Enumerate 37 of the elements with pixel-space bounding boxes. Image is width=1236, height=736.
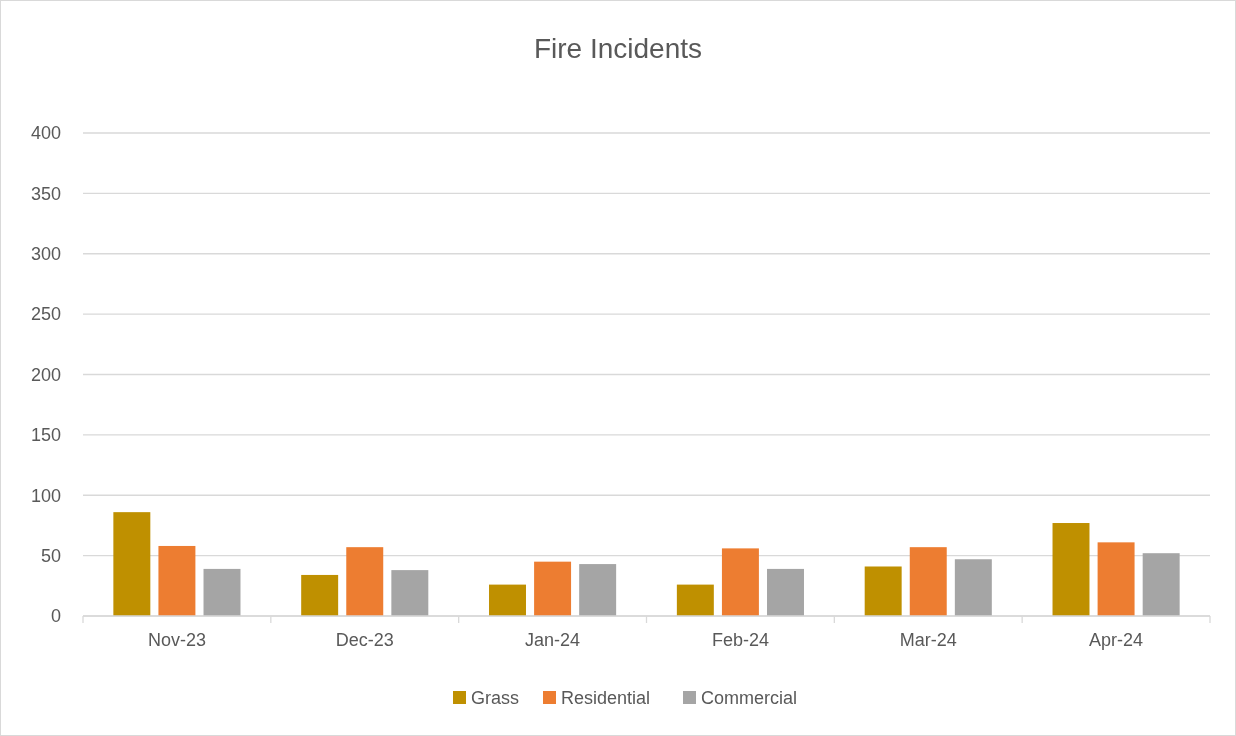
x-tick-label: Jan-24 (525, 630, 581, 650)
y-tick-label: 100 (30, 485, 61, 506)
bar (534, 561, 572, 616)
y-tick-label: 200 (30, 364, 61, 385)
bar (1052, 523, 1090, 616)
bar (864, 566, 902, 616)
chart-title: Fire Incidents (533, 33, 703, 64)
bar (158, 545, 196, 616)
legend-label: Commercial (701, 688, 798, 709)
bar (489, 584, 526, 616)
bar (1097, 542, 1135, 616)
x-tick-label: Mar-24 (899, 630, 957, 650)
y-tick-label: 150 (30, 425, 61, 446)
bar (954, 559, 992, 616)
y-tick-label: 0 (50, 606, 61, 627)
bar (579, 564, 617, 616)
y-tick-label: 350 (30, 183, 61, 204)
y-tick-label: 250 (30, 304, 61, 325)
bar (767, 568, 804, 616)
bar (301, 574, 339, 616)
bar (1142, 553, 1180, 616)
y-tick-label: 400 (30, 123, 61, 144)
bar (346, 547, 384, 616)
x-tick-label: Dec-23 (335, 630, 394, 650)
bar (909, 547, 947, 616)
x-tick-label: Nov-23 (147, 630, 206, 650)
legend-label: Grass (471, 688, 520, 709)
bar (676, 584, 714, 616)
bar (113, 512, 151, 616)
y-tick-label: 300 (30, 244, 61, 265)
bar (721, 548, 759, 616)
bar (203, 568, 241, 616)
y-tick-label: 50 (40, 545, 61, 566)
x-tick-label: Apr-24 (1089, 630, 1144, 650)
x-tick-label: Feb-24 (711, 630, 769, 650)
legend-label: Residential (561, 688, 651, 709)
bar (391, 570, 429, 616)
